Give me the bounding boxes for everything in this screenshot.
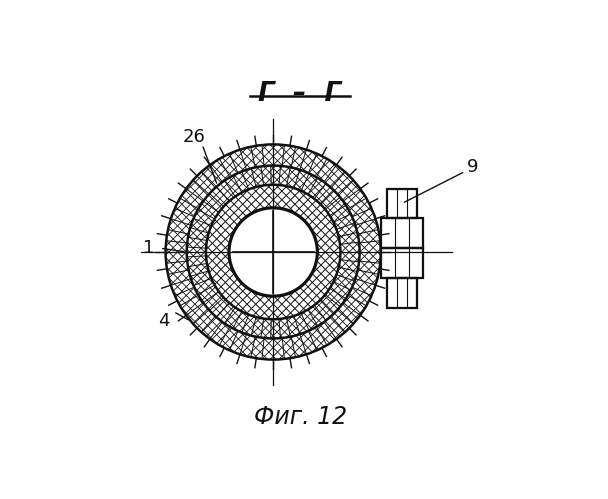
Bar bbox=[387, 278, 417, 308]
Text: 1: 1 bbox=[143, 239, 154, 257]
Text: 4: 4 bbox=[158, 312, 170, 330]
Bar bbox=[387, 189, 417, 219]
Text: 26: 26 bbox=[183, 128, 206, 146]
Text: Г  –  Г: Г – Г bbox=[258, 81, 342, 107]
Text: Фиг. 12: Фиг. 12 bbox=[254, 405, 347, 429]
Text: 9: 9 bbox=[467, 159, 478, 177]
Bar bbox=[381, 248, 423, 278]
Bar bbox=[381, 219, 423, 248]
